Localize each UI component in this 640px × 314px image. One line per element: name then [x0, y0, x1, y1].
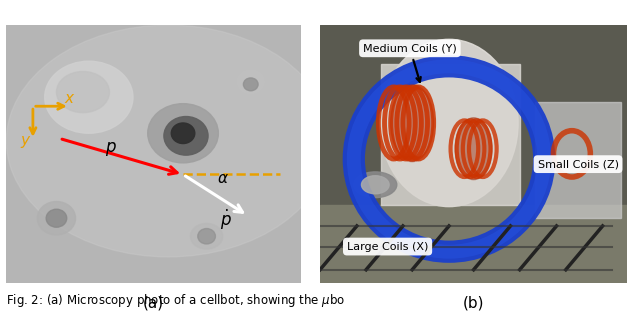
Ellipse shape	[37, 202, 76, 235]
Ellipse shape	[6, 25, 330, 257]
Text: Medium Coils (Y): Medium Coils (Y)	[363, 43, 457, 82]
Text: $y$: $y$	[20, 134, 31, 150]
Ellipse shape	[198, 229, 216, 244]
Ellipse shape	[148, 104, 218, 163]
Ellipse shape	[237, 70, 264, 93]
Text: $\alpha$: $\alpha$	[217, 171, 228, 186]
Bar	[381, 64, 520, 205]
Text: $\dot{p}$: $\dot{p}$	[220, 208, 232, 231]
Text: Large Coils (X): Large Coils (X)	[347, 241, 428, 252]
Text: (b): (b)	[463, 295, 484, 311]
Ellipse shape	[354, 172, 397, 198]
Text: (a): (a)	[143, 295, 164, 311]
Text: $x$: $x$	[64, 91, 76, 106]
Ellipse shape	[45, 61, 133, 133]
Ellipse shape	[380, 39, 518, 207]
Ellipse shape	[172, 123, 195, 143]
Ellipse shape	[191, 223, 223, 249]
Text: Small Coils (Z): Small Coils (Z)	[538, 159, 618, 169]
Ellipse shape	[56, 72, 109, 113]
Ellipse shape	[164, 116, 208, 155]
Bar	[320, 205, 627, 283]
Bar	[535, 102, 621, 218]
Ellipse shape	[455, 118, 492, 180]
Ellipse shape	[390, 84, 434, 162]
Text: Fig. 2: (a) Microscopy photo of a cellbot, showing the $\mu$bo: Fig. 2: (a) Microscopy photo of a cellbo…	[6, 292, 346, 309]
Ellipse shape	[243, 78, 258, 91]
Ellipse shape	[46, 209, 67, 227]
Text: $p$: $p$	[105, 140, 117, 158]
Ellipse shape	[362, 176, 389, 194]
